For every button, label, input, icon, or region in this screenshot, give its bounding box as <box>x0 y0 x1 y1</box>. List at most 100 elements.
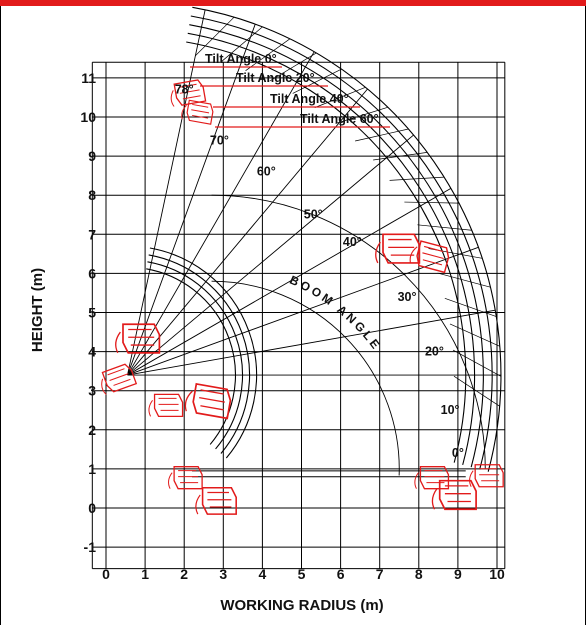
tilt-angle-40-label: Tilt Angle 40° <box>270 92 349 106</box>
boom-line <box>127 187 452 376</box>
y-tick-label: 0 <box>88 500 96 516</box>
y-tick-label: 4 <box>88 344 96 360</box>
carriage-sketch <box>431 479 477 511</box>
carriage-ribs <box>107 368 131 386</box>
outer-reach-arc <box>187 32 476 466</box>
y-tick-label: -1 <box>84 539 97 555</box>
carriage-body <box>416 240 450 274</box>
y-tick-label: 3 <box>88 383 96 399</box>
x-tick-label: 0 <box>102 566 110 582</box>
carriage-ribs <box>422 245 444 266</box>
boom-angle-arc <box>211 194 486 469</box>
x-tick-label: 7 <box>376 566 384 582</box>
boom-line <box>127 24 256 376</box>
boom-line <box>127 134 414 376</box>
carriage-ribs <box>128 328 155 346</box>
carriage-sketch <box>414 466 450 490</box>
carriage-ribs <box>388 238 415 256</box>
y-axis-title: HEIGHT (m) <box>29 268 46 352</box>
boom-angle-value: 20° <box>425 345 444 359</box>
carriage-sketch <box>375 233 421 264</box>
carriage-sketch <box>115 323 161 354</box>
x-tick-label: 10 <box>489 566 505 582</box>
boom-angle-value: 60° <box>257 165 276 179</box>
tilt-fan-line <box>452 349 502 377</box>
tilt-fan-line <box>335 106 388 124</box>
boom-line <box>127 88 368 376</box>
carriage-sketch <box>184 382 232 420</box>
tilt-fan-line <box>417 224 472 231</box>
boom-line <box>127 309 496 376</box>
tilt-fan-line <box>195 16 235 56</box>
carriage-ribs <box>158 397 179 411</box>
carriage-body <box>186 99 214 125</box>
carriage-ribs <box>207 491 232 508</box>
x-axis-title: WORKING RADIUS (m) <box>220 597 383 614</box>
carriage-sketch <box>469 464 504 488</box>
carriage-body <box>173 79 207 106</box>
carriage-ribs <box>191 103 210 119</box>
carriage-ribs <box>199 389 225 411</box>
carriage-hook <box>431 488 438 510</box>
carriage-body <box>382 233 421 264</box>
reach-curves <box>127 6 502 478</box>
tilt-fan-line <box>373 151 428 161</box>
tilt-angle-annotations: Tilt Angle 0° Tilt Angle 20° Tilt Angle … <box>190 52 390 128</box>
carriage-sketch <box>409 240 450 274</box>
carriage-hook <box>115 331 121 354</box>
carriage-body <box>153 393 184 417</box>
carriage-sketch <box>195 486 237 515</box>
outer-reach-arc <box>192 6 502 472</box>
carriage-ribs <box>424 470 445 484</box>
carriage-hook <box>414 472 419 489</box>
y-tick-label: 1 <box>88 461 96 477</box>
carriage-ribs <box>444 485 471 503</box>
carriage-hook <box>409 246 418 264</box>
carriage-ribs <box>178 470 199 484</box>
x-tick-label: 9 <box>454 566 462 582</box>
tilt-angle-60-label: Tilt Angle 60° <box>300 112 379 126</box>
carriage-sketch <box>148 393 184 417</box>
carriage-body <box>474 464 504 488</box>
carriage-hook <box>170 90 175 107</box>
tilt-fan-line <box>389 176 445 181</box>
x-tick-label: 5 <box>298 566 306 582</box>
x-tick-label: 1 <box>141 566 149 582</box>
carriage-ribs <box>178 83 201 100</box>
x-tick-label: 6 <box>337 566 345 582</box>
boom-line <box>127 9 206 376</box>
boom-angle-value: 40° <box>343 235 362 249</box>
carriage-hook <box>184 390 193 412</box>
carriage-sketch <box>181 99 214 125</box>
x-tick-label: 2 <box>180 566 188 582</box>
carriage-body <box>122 323 161 354</box>
tilt-fan-line <box>269 52 317 82</box>
y-tick-label: 8 <box>88 187 96 203</box>
tilt-fan-line <box>404 201 459 204</box>
carriage-sketch <box>170 79 207 107</box>
x-tick-label: 4 <box>259 566 267 582</box>
boom-angle-value: 30° <box>398 290 417 304</box>
boom-angle-value: 50° <box>304 208 323 222</box>
y-tick-label: 6 <box>88 265 96 281</box>
tilt-fan-line <box>453 375 500 407</box>
carriage-body <box>101 363 138 393</box>
carriage-body <box>419 466 450 490</box>
carriage-hook <box>181 104 187 120</box>
boom-angle-value: 10° <box>441 403 460 417</box>
carriage-sketches <box>101 79 504 515</box>
y-tick-label: 11 <box>81 70 96 86</box>
tilt-fan-line <box>444 297 497 317</box>
tilt-fan-line <box>355 128 409 142</box>
carriage-body <box>438 479 477 511</box>
carriage-sketch <box>101 363 138 395</box>
boom-angle-value: 78° <box>175 83 194 97</box>
carriage-hook <box>101 378 107 395</box>
tilt-fan-line <box>220 26 263 63</box>
y-tick-label: 5 <box>88 305 96 321</box>
boom-angle-value: 0° <box>452 446 464 460</box>
x-tick-label: 3 <box>219 566 227 582</box>
carriage-body <box>201 486 237 515</box>
